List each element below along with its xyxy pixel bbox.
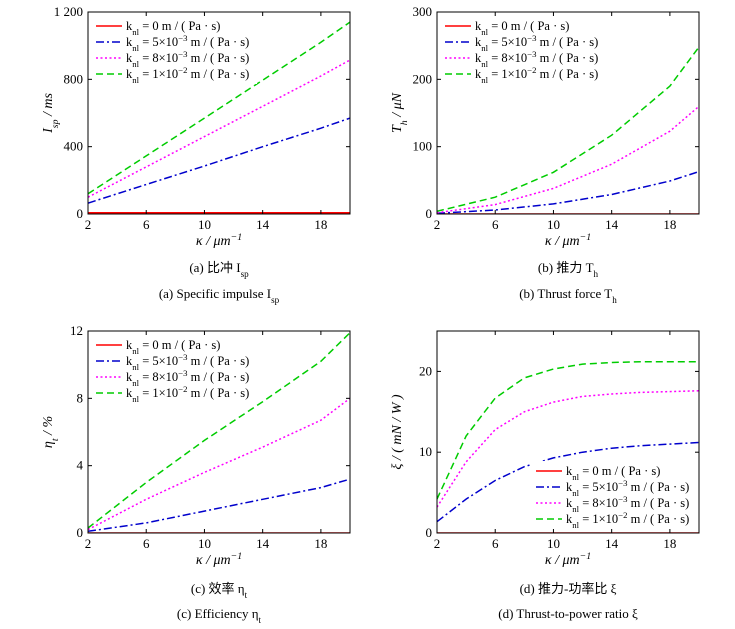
caption-en-3: (c) Efficiency ηt xyxy=(177,606,262,625)
x-tick-label: 6 xyxy=(492,536,499,551)
series-line-3 xyxy=(437,390,699,508)
x-tick-label: 6 xyxy=(143,217,150,232)
y-tick-label: 4 xyxy=(77,458,84,473)
legend-label: knl = 5×10−3 m / ( Pa · s) xyxy=(126,352,249,372)
legend-label: knl = 5×10−3 m / ( Pa · s) xyxy=(475,33,598,53)
legend-label: knl = 0 m / ( Pa · s) xyxy=(566,464,660,482)
legend-label: knl = 8×10−3 m / ( Pa · s) xyxy=(566,494,689,514)
series-line-2 xyxy=(88,478,350,533)
legend-box xyxy=(92,16,257,84)
y-axis-label: ηt / % xyxy=(41,416,61,448)
series-line-4 xyxy=(88,332,350,529)
series-line-2 xyxy=(437,170,699,214)
x-tick-label: 14 xyxy=(605,536,619,551)
x-axis-label: κ / μm−1 xyxy=(545,551,591,569)
chart-panel-2: 2 6 10 14 18 0 100 200 300 κ / μm−1 Th / μN knl = 0… xyxy=(390,4,700,250)
legend-label: knl = 0 m / ( Pa · s) xyxy=(126,338,220,356)
legend-label: knl = 8×10−3 m / ( Pa · s) xyxy=(126,368,249,388)
y-tick-label: 0 xyxy=(426,206,433,221)
legend-label: knl = 0 m / ( Pa · s) xyxy=(475,19,569,37)
x-tick-label: 2 xyxy=(434,536,441,551)
legend-label: knl = 0 m / ( Pa · s) xyxy=(126,19,220,37)
legend-box xyxy=(441,16,606,84)
legend-label: knl = 5×10−3 m / ( Pa · s) xyxy=(566,478,689,498)
plot-frame xyxy=(87,330,351,534)
y-tick-label: 12 xyxy=(70,323,83,338)
x-tick-label: 10 xyxy=(198,536,211,551)
y-axis-label: Isp / ms xyxy=(41,93,61,134)
chart-panel-3: 2 6 10 14 18 0 4 8 12 κ / μm−1 ηt / % knl = 0 m / (… xyxy=(41,323,351,569)
y-tick-label: 0 xyxy=(77,206,84,221)
plot-frame xyxy=(87,11,351,215)
caption-en-4: (d) Thrust-to-power ratio ξ xyxy=(498,606,638,621)
series-line-4 xyxy=(437,360,699,500)
caption-cn-4: (d) 推力-功率比 ξ xyxy=(520,581,617,596)
y-tick-label: 10 xyxy=(419,444,432,459)
y-tick-label: 0 xyxy=(426,525,433,540)
legend-label: knl = 1×10−2 m / ( Pa · s) xyxy=(126,65,249,85)
x-tick-label: 14 xyxy=(256,536,270,551)
series-line-4 xyxy=(437,46,699,213)
series-line-3 xyxy=(88,397,350,531)
series-line-3 xyxy=(437,105,699,214)
legend-label: knl = 8×10−3 m / ( Pa · s) xyxy=(475,49,598,69)
x-tick-label: 10 xyxy=(198,217,211,232)
series-line-3 xyxy=(88,59,350,198)
y-tick-label: 200 xyxy=(413,71,433,86)
x-tick-label: 10 xyxy=(547,217,560,232)
y-axis-label: Th / μN xyxy=(390,92,410,133)
legend-box xyxy=(532,461,697,529)
x-tick-label: 2 xyxy=(85,217,92,232)
legend-label: knl = 1×10−2 m / ( Pa · s) xyxy=(475,65,598,85)
x-tick-label: 18 xyxy=(663,217,676,232)
y-tick-label: 8 xyxy=(77,390,84,405)
legend: knl = 0 m / ( Pa · s)knl = 5×10−3 m / ( … xyxy=(532,461,697,530)
plot-frame xyxy=(436,330,700,534)
y-tick-label: 0 xyxy=(77,525,84,540)
x-tick-label: 6 xyxy=(143,536,150,551)
caption-en-1: (a) Specific impulse Isp xyxy=(159,286,280,305)
series-line-2 xyxy=(88,117,350,204)
caption-cn-1: (a) 比冲 Isp xyxy=(189,260,249,279)
legend-label: knl = 1×10−2 m / ( Pa · s) xyxy=(126,384,249,404)
x-tick-label: 14 xyxy=(605,217,619,232)
x-tick-label: 18 xyxy=(663,536,676,551)
y-tick-label: 400 xyxy=(64,139,84,154)
y-tick-label: 1 200 xyxy=(54,4,83,19)
y-tick-label: 800 xyxy=(64,71,84,86)
caption-cn-3: (c) 效率 ηt xyxy=(191,581,248,600)
legend-label: knl = 5×10−3 m / ( Pa · s) xyxy=(126,33,249,53)
series-line-2 xyxy=(437,441,699,523)
chart-panel-1: 2 6 10 14 18 0 400 800 1 200 κ / μm−1 Isp / ms knl … xyxy=(41,4,351,250)
x-axis-label: κ / μm−1 xyxy=(196,551,242,569)
y-tick-label: 300 xyxy=(413,4,433,19)
legend: knl = 0 m / ( Pa · s)knl = 5×10−3 m / ( … xyxy=(441,16,606,85)
x-tick-label: 2 xyxy=(434,217,441,232)
legend-box xyxy=(92,335,257,403)
y-axis-label: ξ / ( mN / W ) xyxy=(390,394,405,470)
legend: knl = 0 m / ( Pa · s)knl = 5×10−3 m / ( … xyxy=(92,16,257,85)
y-tick-label: 20 xyxy=(419,363,432,378)
legend-label: knl = 8×10−3 m / ( Pa · s) xyxy=(126,49,249,69)
x-tick-label: 6 xyxy=(492,217,499,232)
caption-en-2: (b) Thrust force Th xyxy=(519,286,617,305)
x-tick-label: 14 xyxy=(256,217,270,232)
y-tick-label: 100 xyxy=(413,139,433,154)
x-axis-label: κ / μm−1 xyxy=(545,232,591,250)
x-tick-label: 18 xyxy=(314,217,327,232)
legend: knl = 0 m / ( Pa · s)knl = 5×10−3 m / ( … xyxy=(92,335,257,404)
plot-frame xyxy=(436,11,700,215)
x-tick-label: 10 xyxy=(547,536,560,551)
x-tick-label: 18 xyxy=(314,536,327,551)
chart-panel-4: 2 6 10 14 18 0 10 20 κ / μm−1 ξ / ( mN / W ) knl =… xyxy=(390,330,700,569)
x-tick-label: 2 xyxy=(85,536,92,551)
series-line-4 xyxy=(88,21,350,195)
caption-cn-2: (b) 推力 Th xyxy=(538,260,599,279)
legend-label: knl = 1×10−2 m / ( Pa · s) xyxy=(566,510,689,530)
x-axis-label: κ / μm−1 xyxy=(196,232,242,250)
